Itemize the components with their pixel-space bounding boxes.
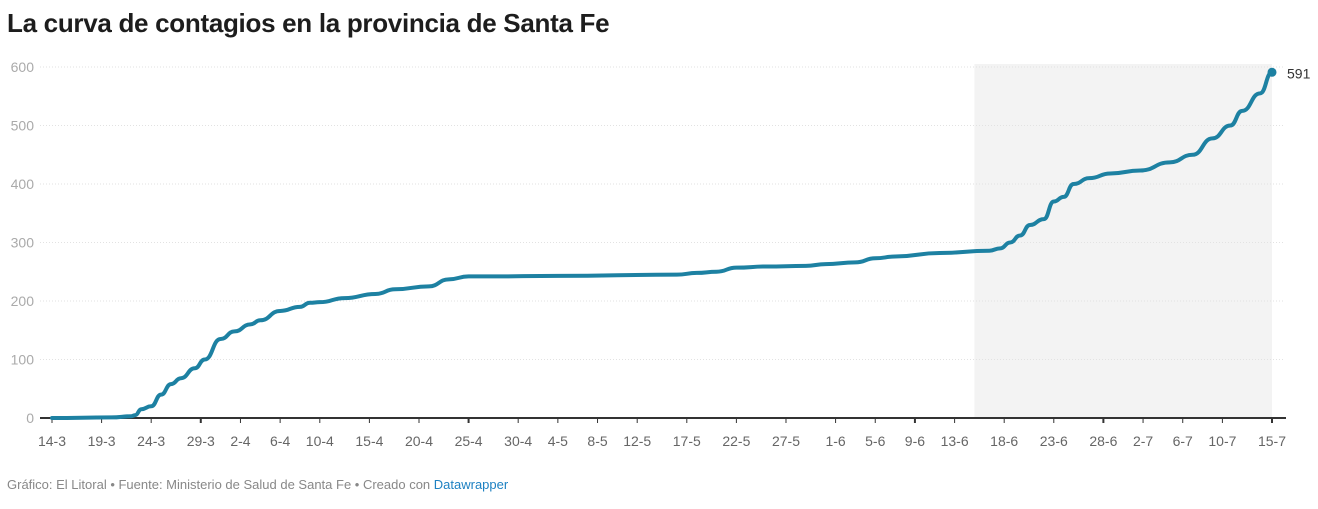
series-line <box>50 70 1274 420</box>
x-tick-label: 9-6 <box>905 433 925 449</box>
x-tick-label: 5-6 <box>865 433 885 449</box>
x-tick-label: 28-6 <box>1089 433 1117 449</box>
x-tick-label: 10-7 <box>1208 433 1236 449</box>
x-tick-label: 8-5 <box>587 433 607 449</box>
x-tick-label: 30-4 <box>504 433 532 449</box>
x-tick-label: 10-4 <box>306 433 334 449</box>
y-tick-label: 600 <box>11 59 35 75</box>
x-tick-label: 13-6 <box>941 433 969 449</box>
x-tick-label: 20-4 <box>405 433 433 449</box>
y-tick-label: 0 <box>26 410 34 426</box>
y-tick-label: 400 <box>11 176 35 192</box>
x-tick-label: 6-7 <box>1173 433 1193 449</box>
x-tick-label: 23-6 <box>1040 433 1068 449</box>
y-tick-label: 300 <box>11 235 35 251</box>
x-tick-label: 29-3 <box>187 433 215 449</box>
footer-credits: Gráfico: El Litoral • Fuente: Ministerio… <box>7 477 434 492</box>
x-tick-label: 12-5 <box>623 433 651 449</box>
x-tick-label: 4-5 <box>548 433 568 449</box>
x-tick-label: 15-4 <box>355 433 383 449</box>
y-tick-label: 200 <box>11 293 35 309</box>
x-tick-label: 22-5 <box>722 433 750 449</box>
x-tick-label: 6-4 <box>270 433 290 449</box>
x-tick-label: 27-5 <box>772 433 800 449</box>
highlight-band <box>974 64 1272 418</box>
last-point-marker <box>1267 67 1277 77</box>
y-tick-label: 100 <box>11 352 35 368</box>
x-tick-label: 25-4 <box>455 433 483 449</box>
x-tick-label: 14-3 <box>38 433 66 449</box>
x-tick-label: 24-3 <box>137 433 165 449</box>
x-tick-label: 15-7 <box>1258 433 1286 449</box>
x-tick-label: 19-3 <box>88 433 116 449</box>
x-tick-label: 17-5 <box>673 433 701 449</box>
chart-footer: Gráfico: El Litoral • Fuente: Ministerio… <box>7 477 508 492</box>
value-label: 591 <box>1287 65 1311 81</box>
x-tick-label: 1-6 <box>825 433 845 449</box>
datawrapper-link[interactable]: Datawrapper <box>433 477 509 492</box>
x-tick-label: 18-6 <box>990 433 1018 449</box>
x-tick-label: 2-7 <box>1133 433 1153 449</box>
x-tick-label: 2-4 <box>230 433 250 449</box>
chart-title: La curva de contagios en la provincia de… <box>7 8 610 38</box>
y-tick-label: 500 <box>11 118 35 134</box>
